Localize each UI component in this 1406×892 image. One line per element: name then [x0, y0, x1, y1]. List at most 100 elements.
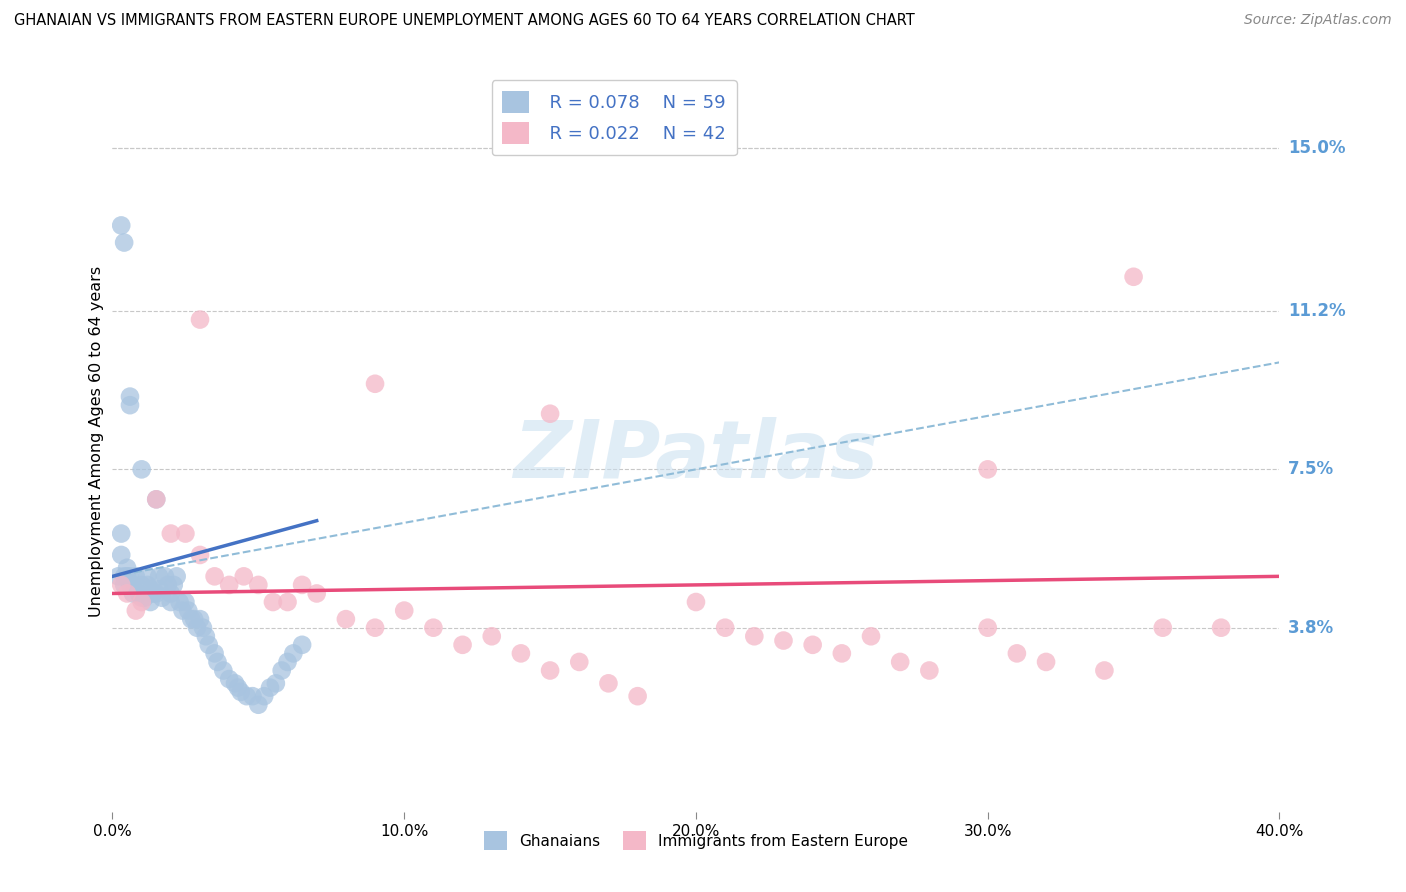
- Point: [1122, 269, 1144, 284]
- Point: [160, 595, 183, 609]
- Point: [194, 629, 217, 643]
- Point: [212, 664, 235, 678]
- Point: [112, 569, 135, 583]
- Text: 15.0%: 15.0%: [1288, 139, 1346, 157]
- Point: [1152, 621, 1174, 635]
- Point: [153, 569, 176, 583]
- Point: [110, 526, 132, 541]
- Point: [145, 586, 167, 600]
- Point: [242, 689, 264, 703]
- Point: [918, 664, 941, 678]
- Point: [163, 578, 186, 592]
- Point: [283, 646, 305, 660]
- Point: [118, 569, 141, 583]
- Point: [191, 621, 214, 635]
- Point: [509, 646, 531, 660]
- Point: [335, 612, 357, 626]
- Point: [115, 586, 138, 600]
- Point: [131, 462, 153, 476]
- Point: [232, 569, 254, 583]
- Point: [270, 664, 292, 678]
- Text: ZIPatlas: ZIPatlas: [513, 417, 879, 495]
- Point: [305, 586, 328, 600]
- Point: [139, 595, 162, 609]
- Text: 11.2%: 11.2%: [1288, 302, 1346, 320]
- Point: [125, 569, 148, 583]
- Point: [188, 548, 211, 562]
- Point: [115, 569, 138, 583]
- Point: [742, 629, 765, 643]
- Point: [107, 569, 129, 583]
- Point: [1094, 664, 1116, 678]
- Point: [169, 595, 191, 609]
- Point: [186, 621, 208, 635]
- Point: [976, 462, 998, 476]
- Point: [1005, 646, 1028, 660]
- Point: [188, 312, 211, 326]
- Point: [229, 685, 252, 699]
- Point: [226, 681, 249, 695]
- Point: [115, 561, 138, 575]
- Point: [889, 655, 911, 669]
- Point: [598, 676, 620, 690]
- Point: [451, 638, 474, 652]
- Point: [188, 612, 211, 626]
- Point: [110, 578, 132, 592]
- Point: [160, 586, 183, 600]
- Text: 3.8%: 3.8%: [1288, 619, 1334, 637]
- Point: [364, 621, 387, 635]
- Point: [291, 578, 314, 592]
- Point: [177, 604, 200, 618]
- Point: [224, 676, 246, 690]
- Point: [218, 578, 240, 592]
- Point: [685, 595, 707, 609]
- Point: [156, 578, 179, 592]
- Point: [139, 582, 162, 597]
- Point: [172, 604, 194, 618]
- Point: [481, 629, 503, 643]
- Point: [128, 586, 150, 600]
- Point: [125, 604, 148, 618]
- Point: [276, 595, 298, 609]
- Point: [183, 612, 205, 626]
- Point: [142, 586, 165, 600]
- Point: [148, 569, 170, 583]
- Point: [110, 548, 132, 562]
- Y-axis label: Unemployment Among Ages 60 to 64 years: Unemployment Among Ages 60 to 64 years: [89, 266, 104, 617]
- Point: [174, 595, 197, 609]
- Point: [291, 638, 314, 652]
- Point: [364, 376, 387, 391]
- Point: [145, 492, 167, 507]
- Point: [259, 681, 281, 695]
- Point: [122, 586, 145, 600]
- Point: [148, 582, 170, 597]
- Point: [247, 698, 270, 712]
- Point: [235, 689, 257, 703]
- Point: [801, 638, 824, 652]
- Point: [122, 578, 145, 592]
- Point: [976, 621, 998, 635]
- Point: [860, 629, 883, 643]
- Point: [131, 578, 153, 592]
- Text: 7.5%: 7.5%: [1288, 460, 1334, 478]
- Point: [218, 672, 240, 686]
- Point: [174, 526, 197, 541]
- Point: [568, 655, 591, 669]
- Point: [831, 646, 853, 660]
- Point: [112, 578, 135, 592]
- Point: [136, 569, 159, 583]
- Text: Source: ZipAtlas.com: Source: ZipAtlas.com: [1244, 13, 1392, 28]
- Point: [276, 655, 298, 669]
- Point: [207, 655, 229, 669]
- Point: [394, 604, 416, 618]
- Point: [166, 569, 188, 583]
- Point: [204, 569, 226, 583]
- Point: [145, 492, 167, 507]
- Point: [714, 621, 737, 635]
- Point: [180, 612, 202, 626]
- Legend: Ghanaians, Immigrants from Eastern Europe: Ghanaians, Immigrants from Eastern Europ…: [478, 825, 914, 856]
- Point: [110, 219, 132, 233]
- Point: [253, 689, 276, 703]
- Point: [112, 235, 135, 250]
- Point: [118, 578, 141, 592]
